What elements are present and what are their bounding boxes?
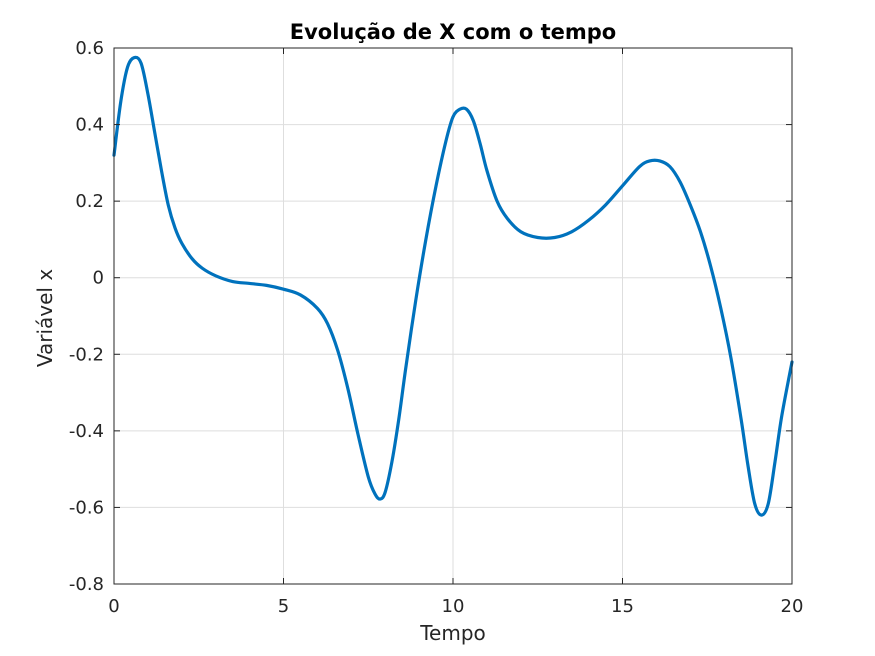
y-tick-label: 0.6 <box>75 38 104 59</box>
grid <box>114 48 792 584</box>
y-tick-label: -0.2 <box>69 344 104 365</box>
y-tick-label: -0.6 <box>69 497 104 518</box>
y-tick-label: 0 <box>93 268 104 289</box>
y-tick-label: -0.8 <box>69 574 104 595</box>
x-axis-label: Tempo <box>419 621 486 645</box>
x-tick-label: 0 <box>108 596 119 617</box>
x-tick-label: 15 <box>611 596 634 617</box>
plot-area <box>112 55 794 517</box>
series-line <box>112 55 794 517</box>
x-tick-label: 20 <box>781 596 804 617</box>
y-axis-label: Variável x <box>33 269 57 367</box>
axes <box>113 47 793 585</box>
tick-labels: 0 5 10 15 20 -0.8 -0.6 -0.4 -0.2 0 0.2 0.4 0.6 <box>69 38 804 617</box>
chart-title: Evolução de X com o tempo <box>290 20 616 44</box>
y-tick-label: -0.4 <box>69 421 104 442</box>
y-tick-label: 0.4 <box>75 115 104 136</box>
y-tick-label: 0.2 <box>75 191 104 212</box>
x-tick-label: 5 <box>278 596 289 617</box>
x-tick-label: 10 <box>442 596 465 617</box>
